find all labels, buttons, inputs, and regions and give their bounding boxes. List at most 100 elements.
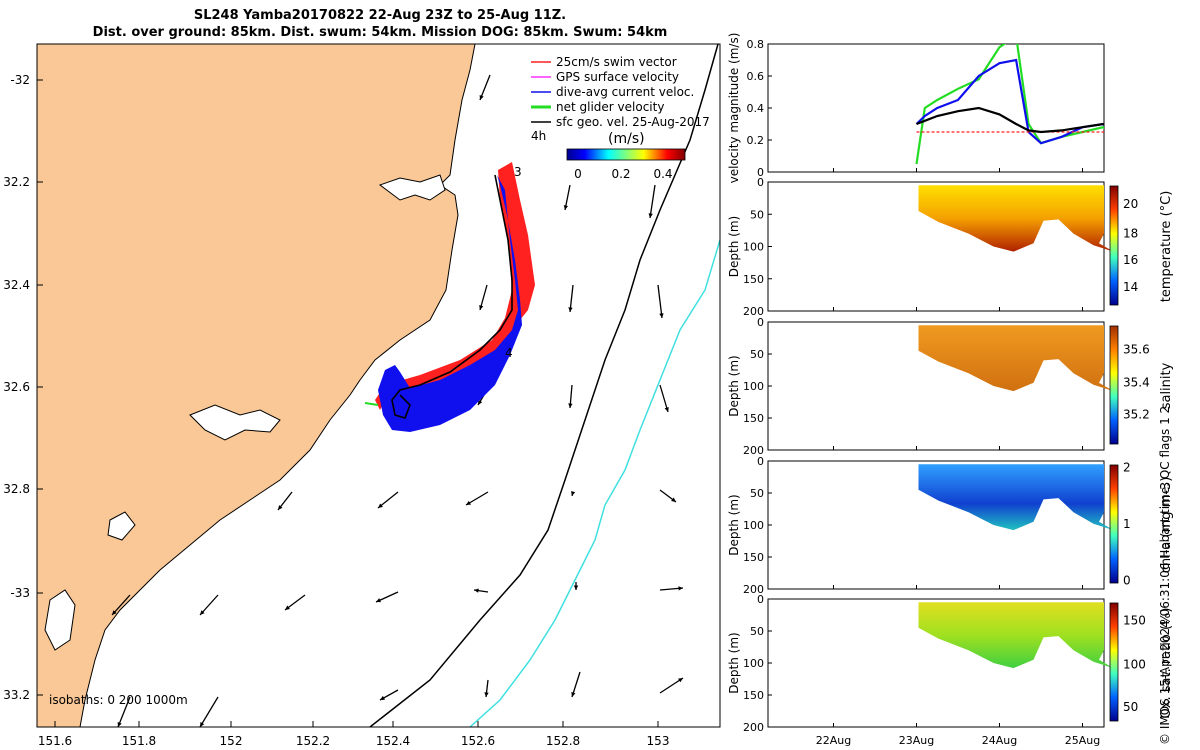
colorbar-tick-label: 0.4 [653,167,672,181]
estuary [44,589,76,651]
surface-velocity-arrowhead [117,722,122,727]
land [37,44,476,727]
panel-y-tick-label: 0 [757,593,764,606]
map-y-tick-label: -33 [10,586,30,600]
legend-label: sfc geo. vel. 25-Aug-2017 [556,115,710,129]
colorbar-tick-label: 18 [1123,227,1138,241]
surface-velocity-arrowhead [573,585,579,590]
legend-label: 25cm/s swim vector [556,55,677,69]
track-label-3: 3 [514,165,522,179]
colorbar-tick-label: 0.2 [611,167,630,181]
panel-y-tick-label: 200 [743,305,764,318]
panel-x-tick-label: 24Aug [982,734,1017,747]
colorbar-label: salinity [1159,362,1174,409]
surface-velocity-arrowhead [285,605,290,610]
colorbar-tick-label: 50 [1123,700,1138,714]
surface-velocity-arrow [117,696,131,727]
panel-y-tick-label: 50 [750,348,764,361]
chart-subtitle: Dist. over ground: 85km. Dist. swum: 54k… [92,25,668,40]
panel-x-tick-label: 25Aug [1065,734,1100,747]
surface-velocity-arrowhead [478,400,483,405]
colorbar-tick-label: 100 [1123,657,1146,671]
surface-velocity-arrow [659,384,669,413]
estuary [107,511,136,541]
panel-x-tick-label: 23Aug [899,734,934,747]
surface-velocity-arrowhead [678,678,683,683]
surface-velocity-arrowhead [648,213,653,218]
panel-y-tick-label: 0.4 [747,102,765,115]
colorbar-tick-label: 1 [1123,517,1131,531]
panel-y-tick-label: 100 [743,519,764,532]
surface-velocity-arrowhead [659,313,664,318]
panel-y-tick-label: 150 [743,689,764,702]
colorbar-tick-label: 0 [574,167,582,181]
panel-y-tick-label: 0.8 [747,38,765,51]
surface-velocity-arrowhead [484,692,489,697]
panel-y-tick-label: 150 [743,273,764,286]
map-x-tick-label: 151.6 [38,734,72,748]
colorbar-tick-label: 2 [1123,460,1131,474]
surface-velocity-arrowhead [474,588,479,593]
map-y-tick-label: 33.2 [3,688,30,702]
panel-x-tick-label: 22Aug [816,734,851,747]
panel-y-tick-label: 0.6 [747,70,765,83]
map-x-tick-label: 153 [647,734,670,748]
map-y-tick-label: 32.2 [3,175,30,189]
colorbar-tick-label: 20 [1123,197,1138,211]
track-label-4: 4 [505,346,513,360]
panel-y-tick-label: 100 [743,380,764,393]
map-x-tick-label: 152.8 [546,734,580,748]
panel-y-tick-label: 0.2 [747,134,765,147]
surface-velocity-arrowhead [571,692,576,697]
copyright-note: © IMOS 15-Apr-2024 06:31:06 Hobart time.… [1158,405,1172,745]
surface-velocity-arrowhead [671,497,676,502]
chart-title: SL248 Yamba20170822 22-Aug 23Z to 25-Aug… [193,8,567,23]
panel-y-tick-label: 100 [743,657,764,670]
panel-colorbar [1109,464,1119,584]
panel-y-tick-label: 50 [750,208,764,221]
colorbar-tick-label: 16 [1123,253,1138,267]
colorbar-prefix: 4h [531,129,546,143]
section-heatmap [918,185,1114,252]
surface-velocity-arrowhead [278,505,283,510]
net-velocity [364,402,379,406]
colorbar-tick-label: 150 [1123,614,1146,628]
panel-y-axis-label: Depth (m) [727,632,741,693]
surface-velocity-arrowhead [479,95,484,100]
colorbar-tick-label: 35.2 [1123,408,1150,422]
panel-y-tick-label: 0 [757,455,764,468]
map-x-tick-label: 152 [220,734,243,748]
surface-velocity-arrowhead [563,205,569,210]
colorbar-label: Ox. sat. ratio (%) [1159,608,1174,719]
map-y-tick-label: 32.8 [3,482,30,496]
surface-velocity-arrowhead [479,305,484,310]
panel-y-tick-label: 50 [750,487,764,500]
surface-velocity-arrow [649,184,656,219]
surface-velocity-arrowhead [568,307,573,312]
panel-y-tick-label: 0 [757,166,764,179]
panel-y-axis-label: velocity magnitude (m/s) [727,33,741,184]
current-vectors [378,175,522,432]
surface-velocity-arrowhead [376,598,381,603]
colorbar-tick-label: 14 [1123,280,1138,294]
surface-velocity-arrow [657,284,663,319]
surface-velocity-arrowhead [380,695,385,700]
panel-y-axis-label: Depth (m) [727,494,741,555]
panel-y-axis-label: Depth (m) [727,216,741,277]
estuary [378,174,446,201]
map-y-tick-label: -32 [10,73,30,87]
panel-y-tick-label: 0 [757,316,764,329]
speed-colorbar [566,148,686,161]
panel-colorbar [1109,185,1119,306]
surface-velocity-arrowhead [568,403,573,408]
panel-y-axis-label: Depth (m) [727,355,741,416]
map-x-tick-label: 151.8 [122,734,156,748]
surface-velocity-arrowhead [200,722,205,727]
colorbar-tick-label: 0 [1123,574,1131,588]
section-heatmap [918,602,1114,669]
section-heatmap [918,325,1114,392]
colorbar-label: temperature (°C) [1159,191,1174,303]
legend-label: dive-avg current veloc. [556,85,694,99]
panel-y-tick-label: 150 [743,412,764,425]
